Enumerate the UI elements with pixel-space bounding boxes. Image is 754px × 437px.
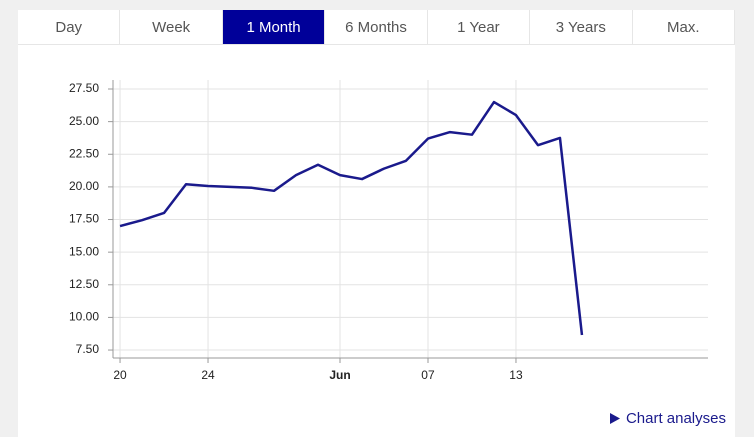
x-tick-label: 13 [509, 368, 523, 382]
price-line [119, 100, 584, 336]
x-tick-label: 07 [421, 368, 435, 382]
y-tick-label: 27.50 [69, 81, 99, 95]
tab[interactable]: 3 Years [530, 10, 633, 44]
y-tick-label: 7.50 [76, 342, 100, 356]
x-tick-label: Jun [329, 368, 350, 382]
y-tick-label: 12.50 [69, 277, 99, 291]
tab[interactable]: 1 Month [222, 10, 326, 44]
y-tick-label: 15.00 [69, 244, 99, 258]
link-arrow [609, 413, 620, 424]
tab[interactable]: Week [120, 10, 223, 44]
tab[interactable]: Day [18, 10, 121, 44]
y-tick-label: 22.50 [69, 146, 99, 160]
link-text[interactable]: Chart analyses [625, 410, 726, 427]
y-tick-label: 10.00 [69, 310, 99, 324]
x-tick-label: 24 [201, 368, 215, 382]
y-tick-label: 20.00 [69, 179, 99, 193]
tab[interactable]: Max. [633, 10, 735, 44]
tab[interactable]: 6 Months [325, 10, 428, 44]
y-tick-label: 17.50 [69, 212, 99, 226]
y-tick-label: 25.00 [69, 114, 99, 128]
tab-bar: Day Week 1 Month 6 Months 1 Year 3 Years Max. [18, 10, 735, 45]
x-tick-label: 20 [113, 368, 127, 382]
tab[interactable]: 1 Year [428, 10, 531, 44]
chart-analyses-link[interactable]: Chart analyses [609, 410, 726, 427]
panel: Day Week 1 Month 6 Months 1 Year 3 Years Max. [18, 10, 735, 437]
